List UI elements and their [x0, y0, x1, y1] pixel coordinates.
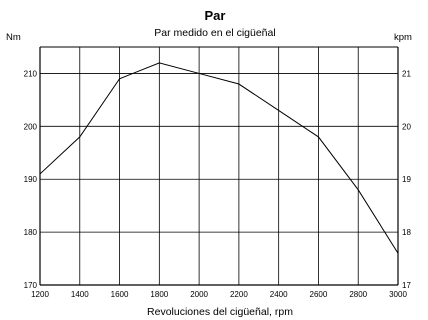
y-left-tick-label: 200	[24, 122, 38, 131]
x-tick-label: 1600	[111, 290, 129, 299]
y-left-tick-labels: 170 180 190 200 210	[24, 69, 38, 290]
y-right-tick-label: 21	[402, 69, 411, 78]
x-tick-label: 2400	[270, 290, 288, 299]
chart-title: Par	[205, 8, 226, 23]
x-axis-label: Revoluciones del cigüeñal, rpm	[147, 306, 293, 318]
plot-frame	[39, 46, 399, 286]
y-right-tick-label: 18	[402, 228, 411, 237]
y-right-tick-label: 20	[402, 122, 411, 131]
x-tick-label: 2800	[349, 290, 367, 299]
y-left-tick-label: 190	[24, 175, 38, 184]
grid	[39, 47, 399, 286]
chart-subtitle: Par medido en el cigüeñal	[154, 27, 275, 39]
torque-curve	[39, 62, 399, 254]
y-axis-right-unit: kpm	[394, 32, 412, 43]
x-tick-label: 2200	[230, 290, 248, 299]
y-left-tick-label: 170	[24, 281, 38, 290]
series-group	[39, 62, 399, 254]
x-tick-label: 2600	[310, 290, 328, 299]
y-right-tick-labels: 17 18 19 20 21	[402, 69, 411, 290]
x-tick-label: 1400	[71, 290, 89, 299]
x-tick-label: 1800	[150, 290, 168, 299]
x-tick-labels: 1200 1400 1600 1800 2000 2200 2400 2600 2800 3000	[31, 290, 407, 299]
y-right-tick-label: 17	[402, 281, 411, 290]
x-tick-label: 2000	[190, 290, 208, 299]
y-left-tick-label: 180	[24, 228, 38, 237]
y-axis-left-unit: Nm	[6, 32, 21, 43]
x-tick-label: 1200	[31, 290, 49, 299]
y-right-tick-label: 19	[402, 175, 411, 184]
x-tick-label: 3000	[389, 290, 407, 299]
y-left-tick-label: 210	[24, 69, 38, 78]
